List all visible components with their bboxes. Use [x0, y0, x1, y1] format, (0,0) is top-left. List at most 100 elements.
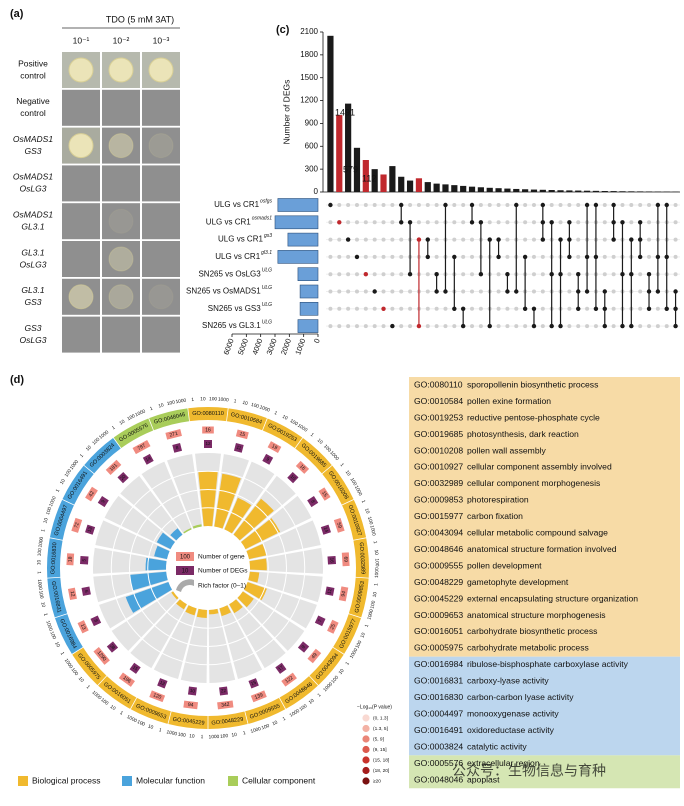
matrix-dot [611, 203, 615, 207]
matrix-dot-empty [373, 220, 377, 224]
matrix-dot-empty [408, 290, 412, 294]
term-id: GO:0048229 [414, 577, 463, 587]
ring-tick-label: 1 [40, 528, 47, 532]
y-tick-label: 2100 [300, 27, 318, 36]
matrix-dot-empty [373, 238, 377, 242]
ring-tick-label: 1000 [259, 404, 271, 413]
matrix-dot-empty [452, 324, 456, 328]
matrix-dot [567, 255, 571, 259]
term-id: GO:0010208 [414, 445, 463, 455]
row-label: GL3.1 [21, 285, 44, 295]
ring-tick-label: 1 [233, 398, 237, 404]
term-description: carbon fixation [467, 511, 523, 521]
yeast-colony [109, 209, 133, 233]
matrix-dot-empty [603, 255, 607, 259]
ring-tick-label: 1 [316, 692, 322, 698]
gene-count: 94 [339, 586, 348, 601]
term-description: external encapsulating structure organiz… [467, 593, 638, 603]
deg-count: 8 [307, 496, 318, 507]
matrix-dot [461, 307, 465, 311]
matrix-dot-empty [674, 238, 678, 242]
y-tick-label: 1800 [300, 50, 318, 59]
matrix-dot-empty [399, 307, 403, 311]
bar [575, 191, 581, 192]
row-label: control [20, 108, 46, 118]
matrix-dot [408, 272, 412, 276]
matrix-dot [549, 272, 553, 276]
matrix-dot-empty [337, 203, 341, 207]
matrix-dot-empty [337, 238, 341, 242]
ring-tick-label: 1 [339, 462, 346, 468]
ring-tick-label: 10 [363, 508, 371, 515]
matrix-dot-empty [355, 290, 359, 294]
matrix-dot-empty [328, 290, 332, 294]
matrix-dot-empty [346, 324, 350, 328]
term-description: pollen exine formation [467, 396, 551, 406]
term-id: GO:0004497 [414, 708, 463, 718]
deg-count: 9 [298, 641, 309, 652]
set-label: SN265 vs OsLG3 [198, 269, 261, 278]
matrix-dot-empty [373, 255, 377, 259]
gene-count-label: 342 [221, 702, 230, 709]
ring-tick-label: 10 [373, 549, 380, 555]
yeast-colony [109, 285, 133, 309]
matrix-dot-empty [346, 220, 350, 224]
matrix-dot-empty [452, 238, 456, 242]
matrix-dot-empty [382, 255, 386, 259]
ring-tick-label: 10 [118, 419, 126, 427]
matrix-dot-empty [470, 255, 474, 259]
row-label: OsMADS1 [13, 134, 53, 144]
gene-count-label: 94 [188, 702, 194, 709]
gene-count: 18 [66, 553, 74, 565]
set-label: ULG vs CR1 [214, 200, 259, 209]
matrix-dot [585, 255, 589, 259]
matrix-dot [532, 324, 536, 328]
matrix-dot-empty [523, 203, 527, 207]
set-size-bar [298, 268, 318, 281]
matrix-dot-empty [390, 272, 394, 276]
matrix-dot-empty [638, 272, 642, 276]
matrix-dot-empty [532, 290, 536, 294]
ring-tick-label: 1 [158, 727, 163, 734]
matrix-dot-empty [620, 203, 624, 207]
matrix-dot [426, 237, 430, 241]
matrix-dot [505, 289, 509, 293]
matrix-dot-empty [576, 220, 580, 224]
deg-count: 7 [315, 615, 326, 626]
ring-tick-label: 10 [147, 723, 154, 731]
matrix-dot-empty [382, 290, 386, 294]
row-label: control [20, 70, 46, 80]
matrix-dot [381, 307, 385, 311]
deg-count-label: 16 [329, 557, 334, 563]
row-label: OsLG3 [20, 335, 47, 345]
matrix-dot-empty [647, 203, 651, 207]
row-label: Positive [18, 58, 48, 68]
ring-tick-label: 1 [42, 613, 49, 618]
deg-count: 14 [321, 525, 331, 535]
gene-count: 181 [106, 460, 122, 475]
matrix-dot-empty [328, 220, 332, 224]
ring-tick-label: 100 [298, 703, 308, 713]
matrix-dot [620, 220, 624, 224]
matrix-dot [576, 289, 580, 293]
matrix-dot-empty [497, 203, 501, 207]
ring-tick-label: 1000 [209, 734, 220, 740]
deg-count: 12 [157, 678, 167, 688]
y-tick-label: 300 [305, 164, 319, 173]
matrix-dot-empty [541, 272, 545, 276]
x-tick-label: 6000 [222, 337, 236, 356]
matrix-dot-empty [532, 220, 536, 224]
term-id: GO:0043094 [414, 528, 463, 538]
set-label-superscript: osmads1 [252, 216, 273, 222]
matrix-dot [549, 220, 553, 224]
bar [407, 181, 413, 192]
gene-count: 25 [327, 620, 339, 634]
gene-count: 19 [268, 441, 282, 453]
matrix-stripe [326, 205, 680, 206]
matrix-dot [647, 307, 651, 311]
pvalue-legend-title: −Log₁₀(P value) [357, 704, 392, 710]
matrix-dot-empty [399, 324, 403, 328]
ring-tick-label: 10 [39, 601, 46, 608]
bar [646, 191, 652, 192]
matrix-dot-empty [629, 203, 633, 207]
